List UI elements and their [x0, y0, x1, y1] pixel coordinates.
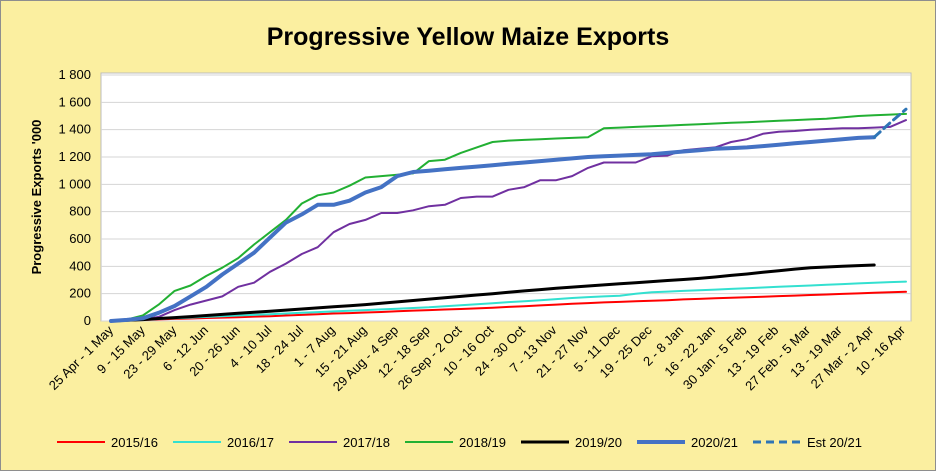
y-tick-label: 600	[69, 231, 91, 246]
series-line-4	[109, 263, 876, 323]
legend-label: Est 20/21	[807, 435, 862, 450]
legend-label: 2020/21	[691, 435, 738, 450]
y-tick-label: 1 800	[58, 67, 91, 82]
y-axis-label: Progressive Exports '000	[29, 120, 44, 275]
legend: 2015/16 2016/17 2017/18 2018/19 2019/20 2020/…	[57, 435, 862, 450]
series-line-2	[110, 119, 907, 322]
legend-label: 2015/16	[111, 435, 158, 450]
y-tick-label: 800	[69, 204, 91, 219]
y-tick-label: 1 400	[58, 122, 91, 137]
y-tick-label: 200	[69, 286, 91, 301]
legend-label: 2019/20	[575, 435, 622, 450]
legend-label: 2016/17	[227, 435, 274, 450]
y-tick-label: 400	[69, 258, 91, 273]
y-tick-label: 0	[84, 313, 91, 328]
series-lines	[109, 107, 908, 323]
series-line-5	[109, 135, 877, 323]
y-tick-label: 1 200	[58, 149, 91, 164]
series-line-1	[110, 280, 907, 322]
series-line-6	[872, 107, 908, 139]
y-tick-label: 1 600	[58, 94, 91, 109]
legend-label: 2017/18	[343, 435, 390, 450]
series-line-0	[110, 290, 907, 322]
chart-title: Progressive Yellow Maize Exports	[267, 23, 670, 51]
y-axis-ticks: 0 200 400 600 800 1 000 1 200 1 400 1 600 1 800	[58, 67, 91, 328]
y-tick-label: 1 000	[58, 176, 91, 191]
plot-area	[100, 72, 912, 322]
legend-label: 2018/19	[459, 435, 506, 450]
series-line-3	[110, 112, 907, 322]
